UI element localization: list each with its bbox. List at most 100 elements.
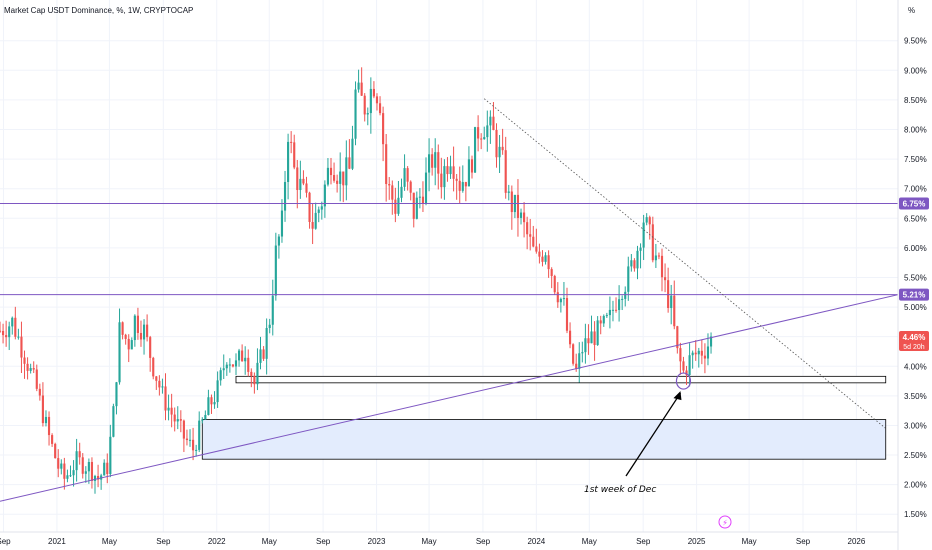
level-price-tag	[899, 288, 929, 301]
candle-body	[296, 167, 299, 191]
candle-body	[369, 88, 372, 114]
lightning-glyph: ⚡	[722, 519, 728, 528]
candle-body	[676, 326, 679, 349]
candle-body	[532, 236, 535, 247]
candle-body	[1, 330, 5, 336]
candle-body	[244, 357, 247, 362]
current-price-label: 4.46%	[903, 333, 926, 342]
candle-body	[593, 331, 596, 345]
candle-body	[198, 420, 201, 450]
candle-body	[424, 172, 428, 204]
candle-body	[253, 375, 256, 385]
x-tick-label: 2023	[368, 537, 386, 546]
y-tick-label: 9.50%	[904, 37, 927, 46]
candle-body	[431, 154, 434, 168]
candle-body	[443, 166, 446, 188]
candle-body	[118, 322, 121, 383]
candle-body	[262, 349, 265, 359]
candle-body	[136, 315, 139, 333]
candle-body	[11, 317, 14, 327]
candle-body	[146, 324, 149, 338]
x-tick-label: Sep	[796, 537, 811, 546]
candle-body	[23, 357, 26, 364]
support-zone	[235, 375, 887, 384]
candle-body	[691, 352, 694, 356]
candle-body	[170, 407, 173, 415]
candle-body	[320, 206, 323, 210]
candle-body	[66, 475, 69, 479]
current-price-tag	[899, 331, 929, 352]
candle-body	[550, 269, 553, 277]
x-tick-label: May	[742, 537, 757, 546]
candle-body	[709, 336, 713, 347]
candle-body	[428, 154, 431, 173]
candle-body	[578, 353, 581, 369]
candle-body	[498, 146, 501, 158]
candle-body	[210, 397, 213, 405]
candle-body	[483, 137, 486, 140]
candle-body	[280, 210, 284, 237]
candle-body	[473, 127, 477, 173]
candle-body	[501, 146, 504, 151]
rising-trendline	[0, 294, 899, 502]
candle-body	[201, 419, 204, 421]
candles-layer	[0, 67, 713, 494]
candle-body	[706, 346, 710, 359]
candle-body	[8, 326, 11, 338]
candle-body	[103, 462, 106, 476]
candle-body	[651, 224, 654, 261]
candle-body	[274, 245, 277, 296]
candle-body	[192, 439, 195, 451]
candle-body	[544, 255, 547, 262]
candle-body	[149, 337, 152, 358]
candle-body	[130, 340, 133, 350]
lightning-icon	[718, 515, 732, 529]
candle-body	[44, 416, 48, 424]
candle-body	[654, 255, 657, 261]
candle-body	[412, 192, 415, 219]
y-tick-label: 3.00%	[904, 421, 927, 430]
candle-body	[605, 315, 608, 317]
x-tick-label: Sep	[476, 537, 491, 546]
candle-body	[176, 419, 179, 422]
candle-body	[372, 88, 375, 97]
y-tick-label: 7.00%	[904, 185, 927, 194]
candle-body	[541, 256, 544, 262]
candle-body	[14, 317, 17, 337]
candle-body	[133, 315, 136, 341]
candle-body	[20, 336, 23, 358]
candle-body	[336, 180, 339, 184]
candle-body	[590, 331, 593, 344]
candle-body	[535, 246, 538, 252]
candle-body	[633, 260, 636, 269]
candle-body	[345, 157, 348, 186]
candle-body	[507, 191, 510, 193]
candle-body	[167, 407, 170, 411]
candle-body	[391, 185, 394, 200]
candle-body	[158, 380, 161, 388]
candle-body	[587, 338, 590, 344]
candle-body	[529, 234, 532, 237]
candle-body	[351, 138, 354, 169]
candle-body	[673, 295, 676, 327]
level-price-label: 5.21%	[903, 291, 926, 300]
candle-body	[614, 309, 618, 311]
x-tick-label: Sep	[316, 537, 331, 546]
candle-body	[179, 419, 182, 421]
candle-body	[188, 439, 192, 441]
candle-body	[538, 251, 541, 257]
y-tick-label: 1.50%	[904, 510, 927, 519]
y-tick-label: 9.00%	[904, 66, 927, 75]
candle-body	[378, 103, 382, 114]
candle-body	[526, 222, 529, 235]
candle-body	[299, 178, 302, 191]
candle-body	[599, 320, 602, 324]
candle-body	[314, 212, 317, 229]
y-tick-label: 5.50%	[904, 273, 927, 282]
candle-body	[142, 324, 146, 340]
candle-body	[155, 376, 158, 381]
candle-body	[63, 463, 66, 479]
candle-body	[385, 144, 388, 185]
candle-body	[667, 280, 670, 308]
